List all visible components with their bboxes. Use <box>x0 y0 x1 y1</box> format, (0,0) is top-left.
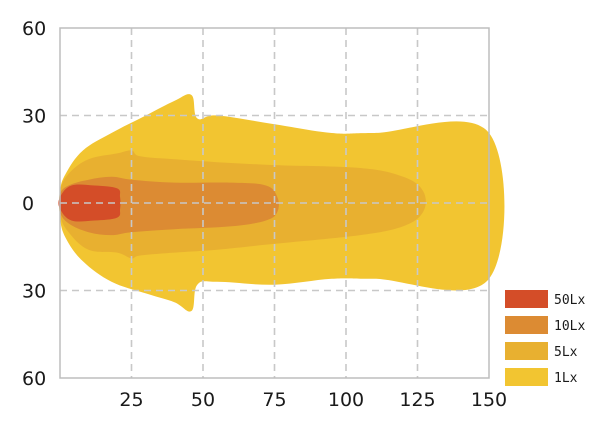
x-tick-label: 150 <box>471 389 507 411</box>
y-tick-label: 60 <box>22 368 46 390</box>
y-tick-label: 30 <box>22 281 46 303</box>
y-tick-label: 30 <box>22 106 46 128</box>
x-tick-label: 50 <box>191 389 215 411</box>
y-tick-label: 60 <box>22 18 46 40</box>
plot-border <box>59 27 490 379</box>
y-tick-label: 0 <box>22 193 34 215</box>
y-axis-ticks: 60 30 0 30 60 <box>22 18 46 390</box>
x-tick-label: 100 <box>328 389 364 411</box>
legend-swatch-10lx <box>505 316 548 334</box>
legend-swatch-50lx <box>505 290 548 308</box>
x-tick-label: 25 <box>119 389 143 411</box>
legend-label-50lx: 50Lx <box>554 293 585 308</box>
grid-lines <box>60 28 489 378</box>
x-tick-label: 75 <box>262 389 286 411</box>
legend-swatch-1lx <box>505 368 548 386</box>
legend-swatch-5lx <box>505 342 548 360</box>
x-axis-ticks: 25 50 75 100 125 150 <box>119 389 507 411</box>
legend-label-10lx: 10Lx <box>554 319 585 334</box>
plot-frame <box>59 27 490 379</box>
x-tick-label: 125 <box>399 389 435 411</box>
legend-label-5lx: 5Lx <box>554 345 578 360</box>
legend: 50Lx 10Lx 5Lx 1Lx <box>505 290 585 386</box>
legend-label-1lx: 1Lx <box>554 371 578 386</box>
